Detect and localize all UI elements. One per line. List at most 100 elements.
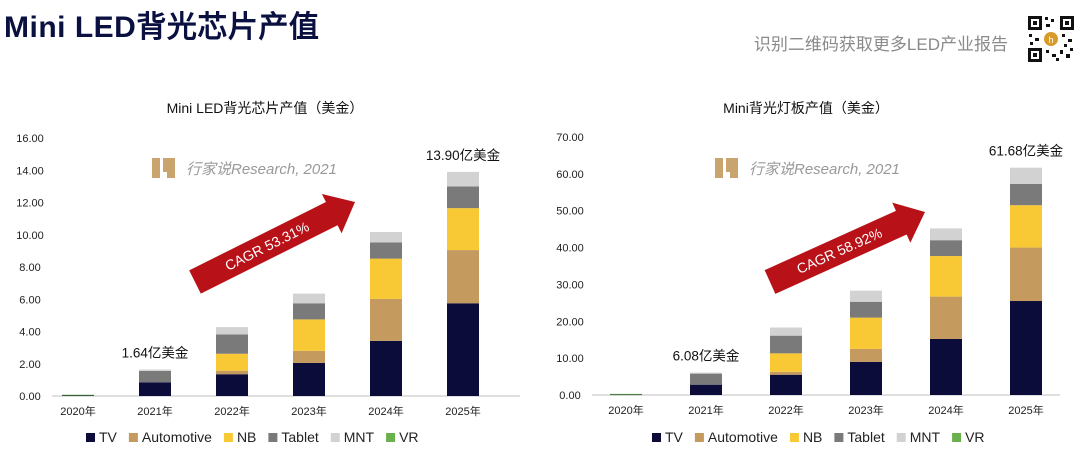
bar-segment-tv [293, 362, 325, 396]
watermark-logo-icon [715, 158, 738, 178]
bar-segment-tv [770, 374, 802, 395]
watermark-text: 行家说Research, 2021 [186, 161, 337, 178]
legend-swatch [834, 433, 844, 442]
x-tick-label: 2023年 [291, 404, 326, 418]
bar-segment-nb [1010, 205, 1042, 248]
x-tick-label: 2025年 [1008, 403, 1043, 417]
y-tick-label: 10.00 [16, 230, 44, 242]
bar-segment-tablet [216, 334, 248, 354]
chart-title: Mini背光灯板产值（美金） [723, 100, 889, 116]
legend-swatch [86, 433, 95, 442]
svg-text:h: h [1048, 35, 1053, 45]
bar-segment-mnt [930, 228, 962, 241]
bar-segment-tv [690, 384, 722, 395]
legend-label: Tablet [847, 429, 884, 445]
legend-item-nb: NB [789, 429, 822, 445]
total-annotation: 61.68亿美金 [989, 144, 1064, 159]
y-tick-label: 2.00 [19, 359, 40, 371]
bar-segment-nb [293, 319, 325, 351]
y-tick-label: 6.00 [19, 294, 40, 306]
legend-item-tv: TV [86, 429, 118, 445]
legend-swatch [652, 433, 661, 442]
legend-label: Automotive [708, 429, 778, 445]
cagr-arrow: CAGR 53.31% [189, 193, 355, 294]
legend-item-automotive: Automotive [128, 429, 212, 445]
legend-swatch [952, 433, 962, 442]
bar-segment-automotive [1010, 247, 1042, 302]
qr-code-icon[interactable]: h [1026, 14, 1076, 64]
legend-item-mnt: MNT [330, 429, 375, 445]
bar-segment-mnt [447, 171, 479, 187]
legend-swatch [789, 433, 799, 442]
bar-segment-nb [770, 353, 802, 372]
bar-segment-automotive [293, 350, 325, 363]
bar-segment-tablet [690, 373, 722, 385]
legend-item-tablet: Tablet [834, 429, 885, 445]
y-tick-label: 0.00 [559, 390, 580, 402]
legend-label: TV [99, 429, 118, 445]
bar-segment-mnt [370, 232, 402, 243]
legend-swatch [128, 433, 138, 442]
bar-segment-mnt [293, 293, 325, 304]
legend-label: VR [399, 429, 418, 445]
bar-segment-automotive [930, 296, 962, 339]
bar-segment-mnt [770, 327, 802, 336]
watermark-logo-icon [152, 158, 175, 178]
y-tick-label: 0.00 [19, 391, 40, 403]
x-tick-label: 2022年 [214, 404, 249, 418]
bar-segment-mnt [139, 369, 171, 372]
legend-swatch [386, 433, 396, 442]
y-tick-label: 60.00 [556, 169, 584, 181]
legend-item-automotive: Automotive [694, 429, 778, 445]
y-tick-label: 30.00 [556, 279, 584, 291]
y-tick-label: 70.00 [556, 132, 584, 144]
x-tick-label: 2021年 [688, 403, 723, 417]
legend-swatch [268, 433, 278, 442]
total-annotation: 1.64亿美金 [122, 346, 189, 361]
y-tick-label: 50.00 [556, 206, 584, 218]
y-tick-label: 10.00 [556, 353, 584, 365]
bar-segment-mnt [850, 290, 882, 302]
qr-caption: 识别二维码获取更多LED产业报告 [753, 35, 1008, 54]
bar-segment-tv [850, 361, 882, 395]
legend-label: VR [965, 429, 984, 445]
bar-segment-automotive [850, 348, 882, 362]
cagr-arrow: CAGR 58.92% [764, 202, 926, 294]
x-tick-label: 2023年 [848, 403, 883, 417]
legend-label: Tablet [281, 429, 318, 445]
bar-segment-vr [610, 393, 642, 395]
cagr-label: CAGR 58.92% [794, 225, 884, 277]
bar-segment-tv [62, 395, 94, 396]
bar-segment-tv [139, 382, 171, 396]
bar-segment-tablet [930, 240, 962, 257]
bar-segment-mnt [216, 327, 248, 335]
bar-segment-mnt [690, 372, 722, 374]
x-tick-label: 2022年 [768, 403, 803, 417]
bar-segment-tv [370, 340, 402, 396]
x-tick-label: 2025年 [445, 404, 480, 418]
x-tick-label: 2024年 [368, 404, 403, 418]
legend-item-tablet: Tablet [268, 429, 319, 445]
x-tick-label: 2020年 [60, 404, 95, 418]
bar-segment-nb [370, 258, 402, 299]
bar-segment-automotive [216, 370, 248, 375]
legend-item-mnt: MNT [896, 429, 941, 445]
bar-segment-nb [850, 317, 882, 349]
bar-segment-tablet [1010, 183, 1042, 206]
bar-segment-nb [930, 256, 962, 297]
bar-segment-mnt [1010, 167, 1042, 184]
y-tick-label: 16.00 [16, 133, 44, 145]
chip-output-chart: Mini LED背光芯片产值（美金） 0.00 2.00 4.00 6.00 8.00 10… [16, 100, 520, 445]
y-tick-label: 8.00 [19, 262, 40, 274]
legend-swatch [223, 433, 233, 442]
legend-label: NB [803, 429, 822, 445]
y-tick-label: 4.00 [19, 327, 40, 339]
legend-label: NB [237, 429, 256, 445]
total-annotation: 13.90亿美金 [426, 148, 501, 163]
cagr-arrow-shape [189, 193, 355, 294]
legend-label: TV [665, 429, 684, 445]
bar-segment-vr [62, 394, 94, 396]
cagr-arrow-shape [764, 202, 926, 294]
y-tick-label: 12.00 [16, 198, 44, 210]
bar-segment-nb [216, 353, 248, 371]
